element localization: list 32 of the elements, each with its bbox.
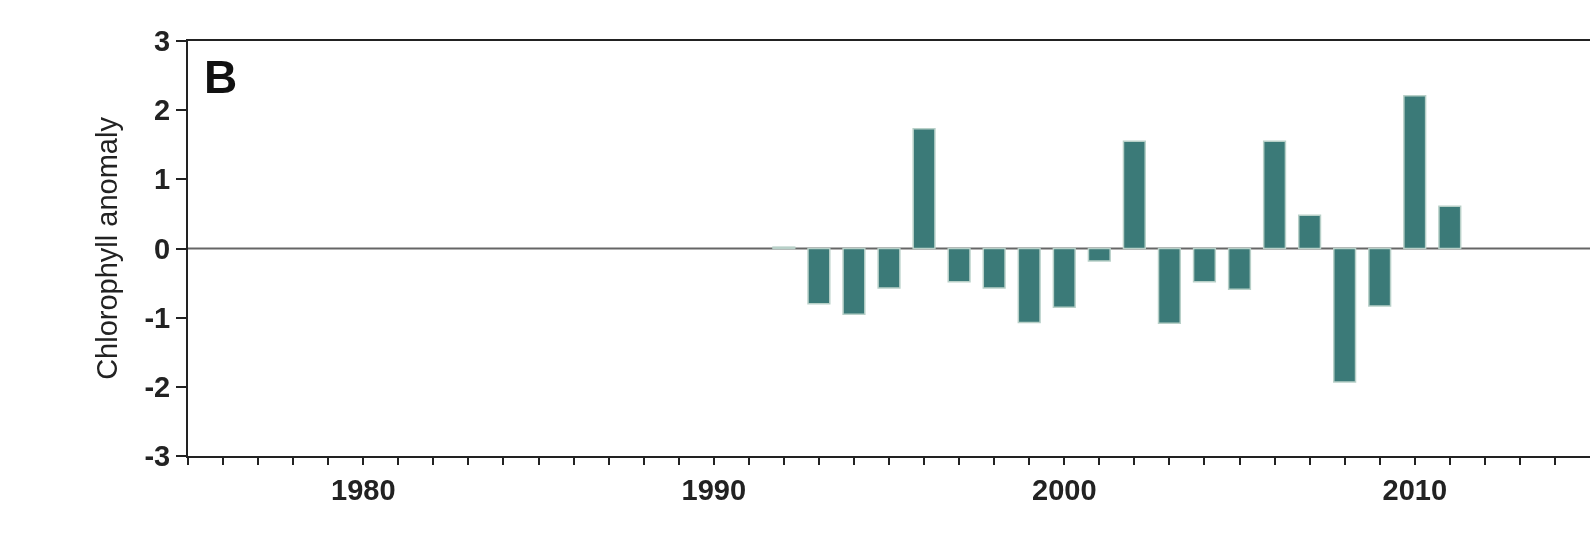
bar [807, 247, 831, 305]
y-tick-label: 2 [154, 94, 171, 127]
x-tick-label: 2010 [1382, 473, 1448, 506]
bar [842, 247, 866, 315]
bar [1297, 214, 1322, 250]
y-tick-label: 0 [154, 232, 171, 265]
bar [1403, 94, 1427, 250]
bar [1227, 247, 1252, 291]
bar [877, 247, 901, 289]
bar [982, 247, 1006, 289]
bar [1122, 140, 1146, 250]
bar [1368, 247, 1392, 307]
bar [1052, 247, 1076, 309]
annotation: B [204, 51, 238, 103]
y-tick-label: -1 [144, 301, 171, 334]
bar [947, 247, 971, 283]
bar [1192, 247, 1217, 283]
bar [1262, 140, 1287, 250]
bar [1157, 247, 1182, 324]
y-tick-label: -3 [144, 440, 171, 473]
bar [912, 128, 936, 250]
x-tick-label: 2000 [1031, 473, 1097, 506]
y-tick-label: -2 [144, 370, 171, 403]
x-tick-label: 1990 [681, 473, 747, 506]
bar [1438, 205, 1462, 250]
bar [1087, 247, 1111, 262]
bar [1333, 247, 1357, 383]
x-tick-label: 1980 [330, 473, 396, 506]
y-axis-title: Chlorophyll anomaly [91, 116, 124, 380]
bar [1017, 247, 1041, 324]
y-tick-label: 3 [154, 25, 171, 58]
y-tick-label: 1 [154, 163, 171, 196]
